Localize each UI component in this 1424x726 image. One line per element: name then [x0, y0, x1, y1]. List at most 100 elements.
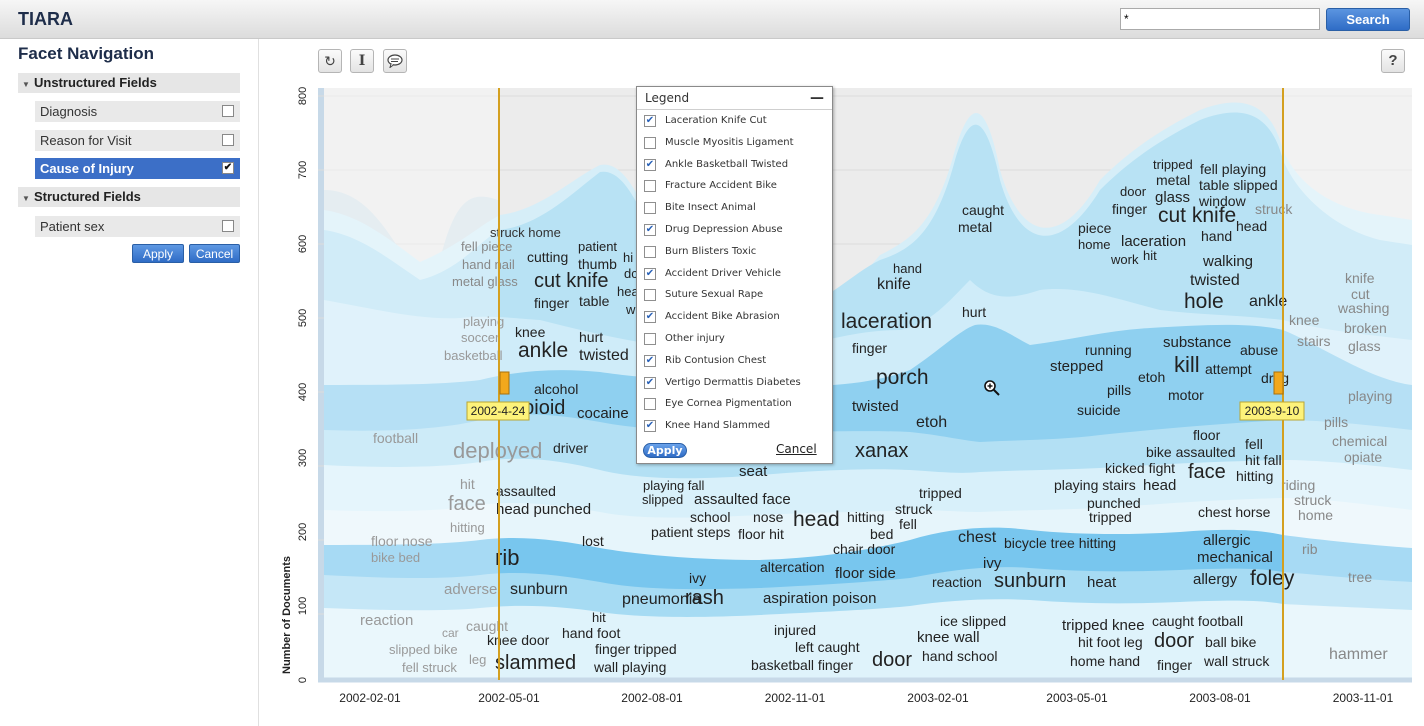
keyword-label[interactable]: abuse [1240, 342, 1278, 358]
legend-item[interactable]: Burn Blisters Toxic [637, 241, 832, 263]
legend-item[interactable]: Bite Insect Animal [637, 197, 832, 219]
keyword-label[interactable]: hurt [579, 329, 603, 345]
keyword-label[interactable]: lost [582, 533, 604, 549]
keyword-label[interactable]: tree [1348, 569, 1372, 585]
keyword-label[interactable]: bike bed [371, 550, 420, 565]
keyword-label[interactable]: football [373, 430, 418, 446]
keyword-label[interactable]: cut [1351, 286, 1370, 302]
legend-checkbox[interactable] [644, 289, 656, 302]
legend-item[interactable]: Suture Sexual Rape [637, 284, 832, 306]
keyword-label[interactable]: twisted [1190, 272, 1240, 289]
keyword-label[interactable]: table [579, 293, 610, 309]
keyword-label[interactable]: driver [553, 440, 588, 456]
keyword-label[interactable]: caught football [1152, 613, 1243, 629]
keyword-label[interactable]: reaction [932, 574, 982, 590]
keyword-label[interactable]: basketball finger [751, 657, 853, 673]
keyword-label[interactable]: ivy [689, 570, 706, 586]
keyword-label[interactable]: seat [739, 463, 768, 480]
keyword-label[interactable]: left caught [795, 639, 860, 655]
keyword-label[interactable]: walking [1202, 253, 1253, 270]
help-button[interactable]: ? [1381, 49, 1405, 73]
keyword-label[interactable]: floor [1193, 427, 1221, 443]
keyword-label[interactable]: hitting [847, 509, 884, 525]
keyword-label[interactable]: glass [1348, 338, 1381, 354]
facet-cause-of-injury[interactable]: Cause of Injury ✔ [35, 158, 240, 179]
keyword-label[interactable]: hea [617, 284, 639, 299]
keyword-label[interactable]: pneumonia [622, 591, 701, 608]
legend-item[interactable]: ✔ Accident Driver Vehicle [637, 263, 832, 285]
keyword-label[interactable]: floor hit [738, 526, 784, 542]
facet-cancel-button[interactable]: Cancel [189, 244, 240, 263]
keyword-label[interactable]: door [872, 649, 912, 671]
keyword-label[interactable]: opiate [1344, 449, 1382, 465]
keyword-label[interactable]: ice slipped [940, 613, 1006, 629]
keyword-label[interactable]: sunburn [994, 570, 1066, 592]
keyword-label[interactable]: allergic [1203, 532, 1251, 549]
legend-checkbox[interactable]: ✔ [644, 311, 656, 324]
keyword-label[interactable]: door [1120, 184, 1147, 199]
keyword-label[interactable]: metal [958, 219, 992, 235]
keyword-label[interactable]: finger [1157, 657, 1192, 673]
keyword-label[interactable]: knee wall [917, 629, 980, 646]
keyword-label[interactable]: twisted [852, 398, 899, 415]
keyword-label[interactable]: cut knife [534, 270, 608, 292]
keyword-label[interactable]: basketball [444, 348, 503, 363]
legend-checkbox[interactable]: ✔ [644, 267, 656, 280]
legend-checkbox[interactable] [644, 398, 656, 411]
keyword-label[interactable]: nose [753, 509, 784, 525]
keyword-label[interactable]: knife [1345, 270, 1375, 286]
search-input[interactable] [1120, 8, 1320, 30]
keyword-label[interactable]: work [1110, 252, 1139, 267]
keyword-label[interactable]: floor nose [371, 533, 433, 549]
keyword-label[interactable]: piece [1078, 220, 1112, 236]
keyword-label[interactable]: chemical [1332, 433, 1387, 449]
legend-checkbox[interactable] [644, 245, 656, 258]
keyword-label[interactable]: aspiration poison [763, 590, 876, 607]
legend-item[interactable]: ✔ Vertigo Dermattis Diabetes [637, 372, 832, 394]
facet-checkbox[interactable] [222, 134, 234, 146]
keyword-label[interactable]: hand nail [462, 257, 515, 272]
keyword-label[interactable]: cocaine [577, 405, 629, 422]
legend-checkbox[interactable]: ✔ [644, 223, 656, 236]
keyword-label[interactable]: mechanical [1197, 549, 1273, 566]
keyword-label[interactable]: wall playing [593, 659, 666, 675]
keyword-label[interactable]: heat [1087, 574, 1117, 591]
keyword-label[interactable]: door [1154, 630, 1194, 652]
legend-cancel-link[interactable]: Cancel [776, 442, 817, 456]
keyword-label[interactable]: soccer [461, 330, 500, 345]
legend-checkbox[interactable] [644, 136, 656, 149]
keyword-label[interactable]: running [1085, 342, 1132, 358]
legend-apply-button[interactable]: Apply [643, 443, 687, 458]
keyword-label[interactable]: hand [1201, 228, 1232, 244]
keyword-label[interactable]: playing [1348, 388, 1392, 404]
legend-item[interactable]: ✔ Knee Hand Slammed [637, 415, 832, 437]
keyword-label[interactable]: struck [1294, 492, 1332, 508]
keyword-label[interactable]: twisted [579, 347, 629, 364]
keyword-label[interactable]: assaulted face [694, 491, 791, 508]
keyword-label[interactable]: w [625, 302, 636, 317]
keyword-label[interactable]: bicycle tree hitting [1004, 535, 1116, 551]
facet-diagnosis[interactable]: Diagnosis [35, 101, 240, 122]
facet-apply-button[interactable]: Apply [132, 244, 184, 263]
comment-icon[interactable] [383, 49, 407, 73]
keyword-label[interactable]: laceration [841, 310, 932, 333]
keyword-label[interactable]: cutting [527, 249, 568, 265]
keyword-label[interactable]: porch [876, 366, 929, 389]
keyword-label[interactable]: chair door [833, 541, 896, 557]
keyword-label[interactable]: struck [895, 501, 933, 517]
keyword-label[interactable]: fell piece [461, 239, 512, 254]
keyword-label[interactable]: assaulted [496, 483, 556, 499]
keyword-label[interactable]: fell [1245, 436, 1263, 452]
keyword-label[interactable]: rash [685, 587, 724, 609]
keyword-label[interactable]: hand school [922, 648, 998, 664]
keyword-label[interactable]: playing [463, 314, 504, 329]
keyword-label[interactable]: caught [962, 202, 1004, 218]
keyword-label[interactable]: riding [1281, 477, 1315, 493]
facet-checkbox[interactable] [222, 220, 234, 232]
keyword-label[interactable]: head [793, 508, 840, 531]
keyword-label[interactable]: face [1188, 461, 1226, 483]
legend-item[interactable]: ✔ Rib Contusion Chest [637, 350, 832, 372]
keyword-label[interactable]: slipped bike [389, 642, 458, 657]
keyword-label[interactable]: adverse [444, 581, 497, 598]
legend-checkbox[interactable]: ✔ [644, 115, 656, 127]
